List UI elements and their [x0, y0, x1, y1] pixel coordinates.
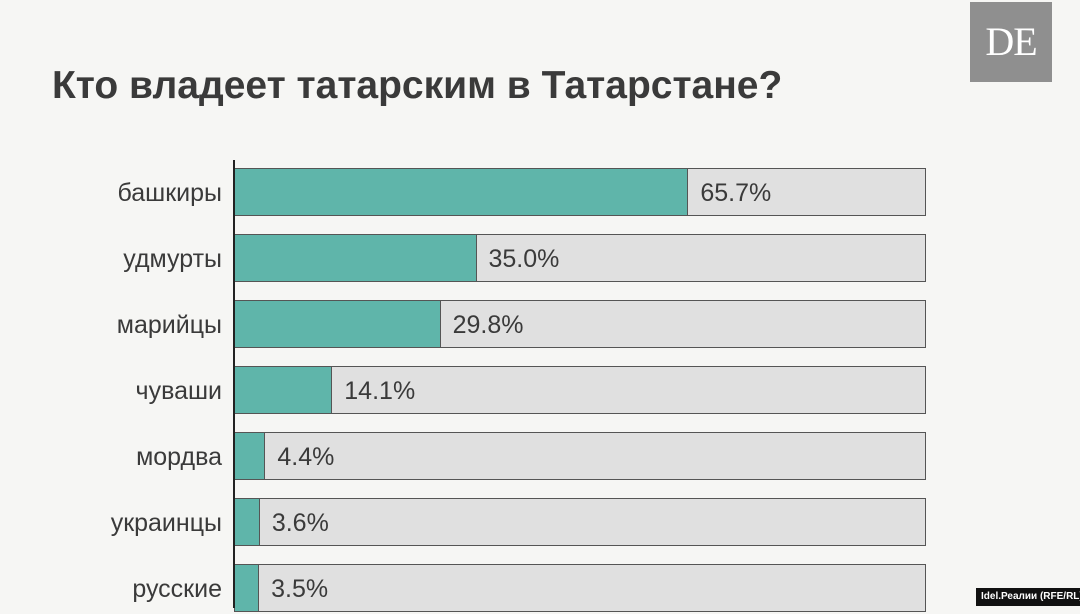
value-label: 14.1% [344, 377, 416, 405]
category-label: чуваши [135, 377, 222, 405]
bar [235, 367, 333, 413]
category-label: башкиры [117, 179, 222, 207]
bar-track: 3.6% [234, 498, 926, 546]
source-credit: Idel.Реалии (RFE/RL) [976, 588, 1080, 606]
value-label: 35.0% [488, 245, 560, 273]
dw-logo: DE [970, 2, 1052, 82]
category-label: украинцы [110, 509, 222, 537]
bar-track: 65.7% [234, 168, 926, 216]
bar-row: русские 3.5% [0, 564, 1080, 612]
bar [235, 235, 477, 281]
category-label: мордва [136, 443, 222, 471]
value-label: 3.5% [271, 575, 329, 603]
category-label: русские [132, 575, 222, 603]
chart-title: Кто владеет татарским в Татарстане? [52, 64, 783, 107]
bar-track: 14.1% [234, 366, 926, 414]
bar [235, 169, 689, 215]
bar-track: 4.4% [234, 432, 926, 480]
bar-track: 3.5% [234, 564, 926, 612]
value-label: 65.7% [700, 179, 772, 207]
bar-row: башкиры 65.7% [0, 168, 1080, 216]
bar-row: марийцы 29.8% [0, 300, 1080, 348]
bar-row: украинцы 3.6% [0, 498, 1080, 546]
value-label: 29.8% [452, 311, 524, 339]
y-axis-line [233, 160, 235, 608]
bar-row: удмурты 35.0% [0, 234, 1080, 282]
bar-track: 29.8% [234, 300, 926, 348]
bar [235, 499, 260, 545]
bar [235, 301, 441, 347]
bar-row: чуваши 14.1% [0, 366, 1080, 414]
value-label: 3.6% [271, 509, 329, 537]
bar-track: 35.0% [234, 234, 926, 282]
bar-row: мордва 4.4% [0, 432, 1080, 480]
category-label: марийцы [116, 311, 222, 339]
category-label: удмурты [123, 245, 222, 273]
bar [235, 565, 260, 611]
bar [235, 433, 266, 479]
value-label: 4.4% [277, 443, 335, 471]
